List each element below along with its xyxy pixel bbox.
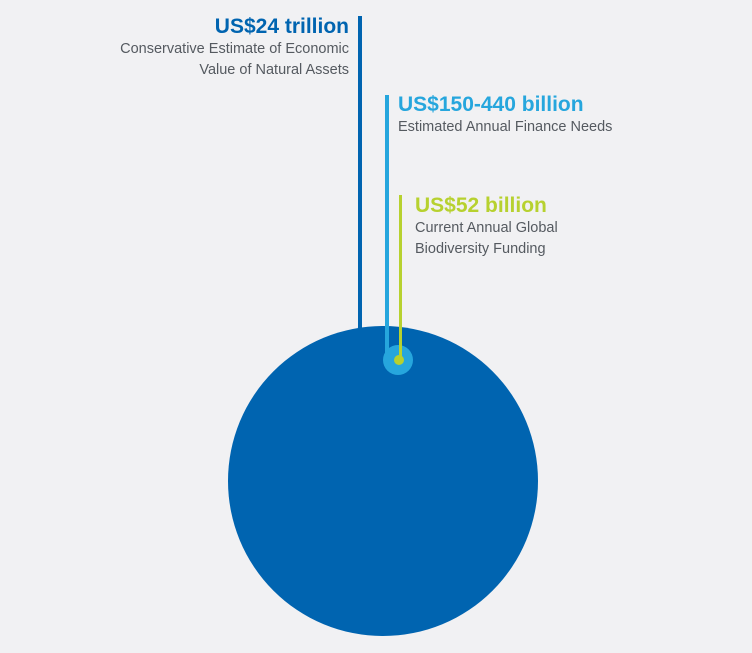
funding-dot <box>394 355 404 365</box>
funding-desc-line-1: Current Annual Global <box>415 220 558 236</box>
natural-assets-value: US$24 trillion <box>214 15 349 38</box>
natural-assets-circle <box>228 326 538 636</box>
funding-leader-line <box>399 195 402 360</box>
finance-needs-desc-line-1: Estimated Annual Finance Needs <box>398 119 613 135</box>
funding-desc-line-2: Biodiversity Funding <box>415 241 546 257</box>
natural-assets-leader-line <box>358 16 362 328</box>
natural-assets-desc-line-1: Conservative Estimate of Economic <box>120 41 349 57</box>
funding-value: US$52 billion <box>415 194 547 217</box>
finance-needs-leader-line <box>385 95 389 357</box>
natural-assets-desc-line-2: Value of Natural Assets <box>199 62 349 78</box>
funding-label: US$52 billion Current Annual Global Biod… <box>415 194 558 260</box>
finance-needs-label: US$150-440 billion Estimated Annual Fina… <box>398 93 612 138</box>
natural-assets-label: US$24 trillion Conservative Estimate of … <box>120 15 349 81</box>
finance-needs-value: US$150-440 billion <box>398 93 584 116</box>
